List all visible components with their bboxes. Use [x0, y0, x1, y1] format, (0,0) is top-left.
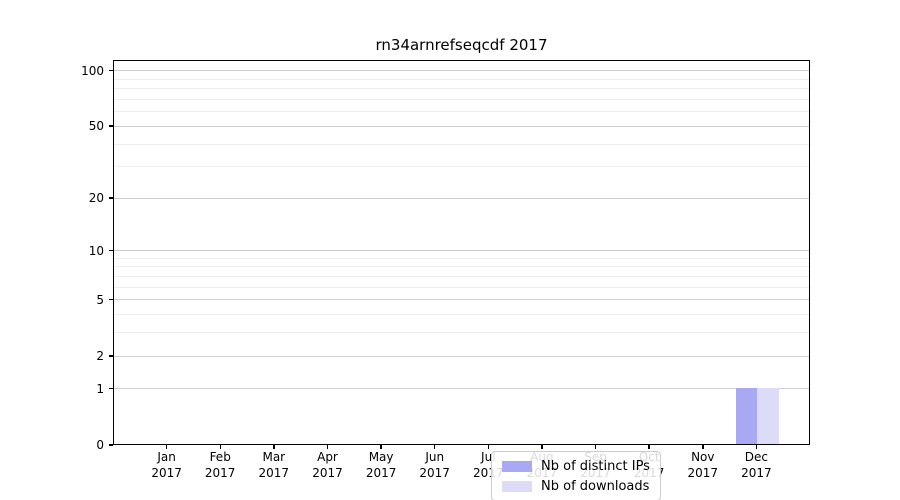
minor-gridline: [114, 111, 809, 113]
x-tick-month: Jun: [425, 450, 445, 464]
x-tick-mark: [219, 445, 221, 449]
y-tick-mark: [109, 69, 113, 72]
x-tick-label: Mar 2017: [234, 450, 314, 481]
minor-gridline: [114, 166, 809, 168]
x-tick-mark: [648, 445, 650, 449]
x-tick-mark: [433, 445, 436, 449]
x-tick-year: 2017: [151, 465, 182, 480]
major-gridline: [114, 197, 809, 199]
legend-label: Nb of downloads: [541, 478, 650, 494]
major-gridline: [114, 299, 809, 301]
y-tick-mark: [109, 249, 113, 252]
x-tick-label: Jan 2017: [127, 450, 207, 481]
major-gridline: [114, 388, 809, 390]
x-tick-label: Apr 2017: [288, 450, 368, 481]
y-tick-label: 0: [96, 438, 104, 452]
x-tick-year: 2017: [312, 465, 343, 480]
bar-dec-series1: [757, 387, 779, 444]
x-tick-year: 2017: [419, 465, 450, 480]
x-tick-year: 2017: [687, 465, 719, 480]
minor-gridline: [114, 332, 809, 334]
minor-gridline: [114, 266, 809, 268]
y-tick-label: 5: [96, 292, 104, 307]
y-tick-label: 50: [88, 119, 104, 134]
y-tick-label: 1: [96, 381, 104, 396]
legend-entry: Nb of distinct IPs: [502, 458, 650, 474]
minor-gridline: [114, 257, 809, 259]
minor-gridline: [114, 88, 809, 90]
minor-gridline: [114, 99, 809, 100]
major-gridline: [114, 125, 809, 127]
x-tick-label: Dec 2017: [716, 450, 796, 481]
minor-gridline: [114, 276, 809, 277]
chart-title: rn34arnrefseqcdf 2017: [375, 36, 548, 54]
minor-gridline: [114, 143, 809, 145]
x-tick-mark: [755, 445, 758, 449]
x-tick-mark: [541, 445, 543, 449]
x-tick-label: Jun 2017: [395, 450, 475, 481]
y-tick-label: 100: [81, 63, 104, 78]
y-tick-mark: [109, 355, 113, 357]
x-tick-month: Dec: [744, 450, 768, 464]
x-tick-label: May 2017: [341, 450, 421, 481]
legend-entry: Nb of downloads: [502, 478, 650, 494]
legend-label: Nb of distinct IPs: [541, 458, 650, 474]
major-gridline: [114, 70, 809, 72]
major-gridline: [114, 355, 809, 357]
x-tick-mark: [165, 445, 168, 449]
minor-gridline: [114, 314, 809, 316]
x-tick-year: 2017: [365, 465, 397, 480]
legend-swatch: [502, 460, 532, 472]
y-tick-label: 2: [96, 349, 104, 363]
minor-gridline: [114, 78, 809, 80]
x-tick-month: Jan: [157, 450, 176, 464]
minor-gridline: [114, 286, 809, 288]
bar-dec-series0: [735, 387, 758, 444]
x-tick-label: Nov 2017: [663, 450, 743, 481]
major-gridline: [114, 250, 809, 252]
y-tick-label: 10: [88, 243, 104, 258]
x-tick-mark: [487, 445, 490, 449]
y-tick-mark: [109, 387, 113, 390]
y-tick-mark: [109, 125, 113, 127]
x-tick-mark: [380, 445, 382, 449]
x-tick-year: 2017: [258, 465, 290, 480]
x-tick-month: Nov: [691, 450, 715, 464]
legend: Nb of distinct IPs Nb of downloads: [491, 451, 661, 500]
x-tick-mark: [594, 445, 597, 449]
y-tick-mark: [109, 197, 113, 199]
x-tick-mark: [326, 445, 329, 449]
y-tick-label: 20: [88, 191, 104, 206]
x-tick-month: Mar: [262, 450, 286, 464]
x-tick-label: Feb 2017: [180, 450, 260, 481]
x-tick-month: Feb: [209, 450, 231, 464]
legend-swatch: [502, 480, 532, 492]
plot-area: Nb of distinct IPs Nb of downloads: [113, 60, 810, 500]
x-tick-year: 2017: [204, 465, 236, 480]
y-tick-mark: [109, 298, 113, 301]
x-tick-year: 2017: [741, 465, 772, 480]
x-tick-mark: [702, 445, 704, 449]
x-tick-month: May: [368, 450, 394, 464]
y-tick-mark: [109, 444, 113, 446]
x-tick-mark: [273, 445, 275, 449]
x-tick-month: Apr: [317, 450, 338, 464]
